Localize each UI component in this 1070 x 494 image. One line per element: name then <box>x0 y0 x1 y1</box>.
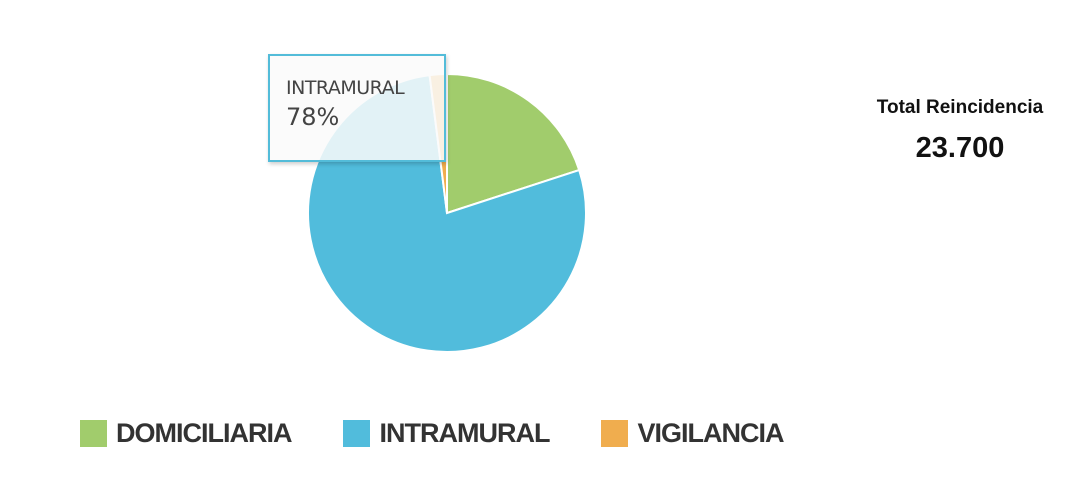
total-label: Total Reincidencia <box>876 97 1044 118</box>
chart-legend: DOMICILIARIA INTRAMURAL VIGILANCIA <box>80 418 835 449</box>
chart-tooltip: INTRAMURAL 78% <box>268 54 446 162</box>
legend-label-domiciliaria: DOMICILIARIA <box>116 418 292 448</box>
legend-item-vigilancia[interactable]: VIGILANCIA <box>601 418 784 449</box>
total-summary: Total Reincidencia 23.700 <box>850 96 1070 166</box>
total-value: 23.700 <box>915 132 1005 164</box>
legend-label-intramural: INTRAMURAL <box>379 418 550 448</box>
legend-item-domiciliaria[interactable]: DOMICILIARIA <box>80 418 292 449</box>
legend-swatch-vigilancia <box>601 420 629 447</box>
tooltip-label: INTRAMURAL <box>286 77 405 99</box>
tooltip-value: 78% <box>286 103 340 131</box>
legend-item-intramural[interactable]: INTRAMURAL <box>343 418 550 449</box>
legend-swatch-intramural <box>343 420 371 447</box>
pie-slice-domiciliaria[interactable] <box>446 72 581 215</box>
legend-swatch-domiciliaria <box>80 420 107 447</box>
legend-label-vigilancia: VIGILANCIA <box>637 418 784 448</box>
